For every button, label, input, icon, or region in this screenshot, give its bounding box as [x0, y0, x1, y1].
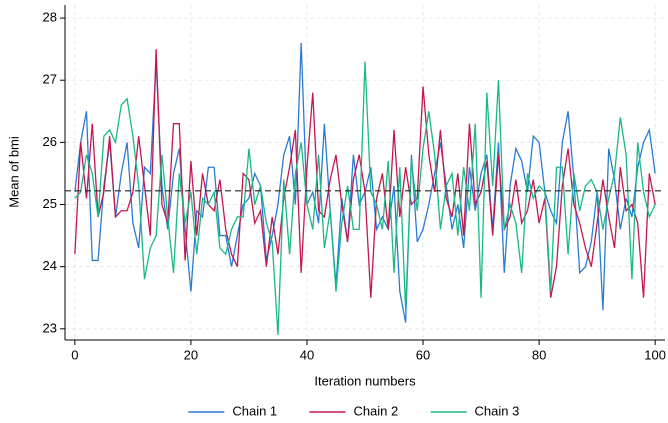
- y-tick-label: 24: [43, 258, 57, 273]
- x-tick-label: 100: [644, 347, 666, 362]
- data-line: [74, 61, 656, 336]
- y-tick-label: 25: [43, 196, 57, 211]
- x-tick-label: 80: [532, 347, 546, 362]
- legend-label: Chain 1: [232, 403, 277, 418]
- data-line: [74, 49, 656, 298]
- legend-label: Chain 3: [475, 403, 520, 418]
- x-axis-title: Iteration numbers: [314, 373, 416, 388]
- x-tick-label: 60: [416, 347, 430, 362]
- x-tick-label: 20: [184, 347, 198, 362]
- y-tick-label: 27: [43, 72, 57, 87]
- y-tick-label: 28: [43, 9, 57, 24]
- x-tick-label: 40: [300, 347, 314, 362]
- x-tick-label: 0: [71, 347, 78, 362]
- y-axis-title: Mean of bmi: [6, 136, 21, 208]
- legend-label: Chain 2: [353, 403, 398, 418]
- y-tick-label: 26: [43, 134, 57, 149]
- y-tick-label: 23: [43, 320, 57, 335]
